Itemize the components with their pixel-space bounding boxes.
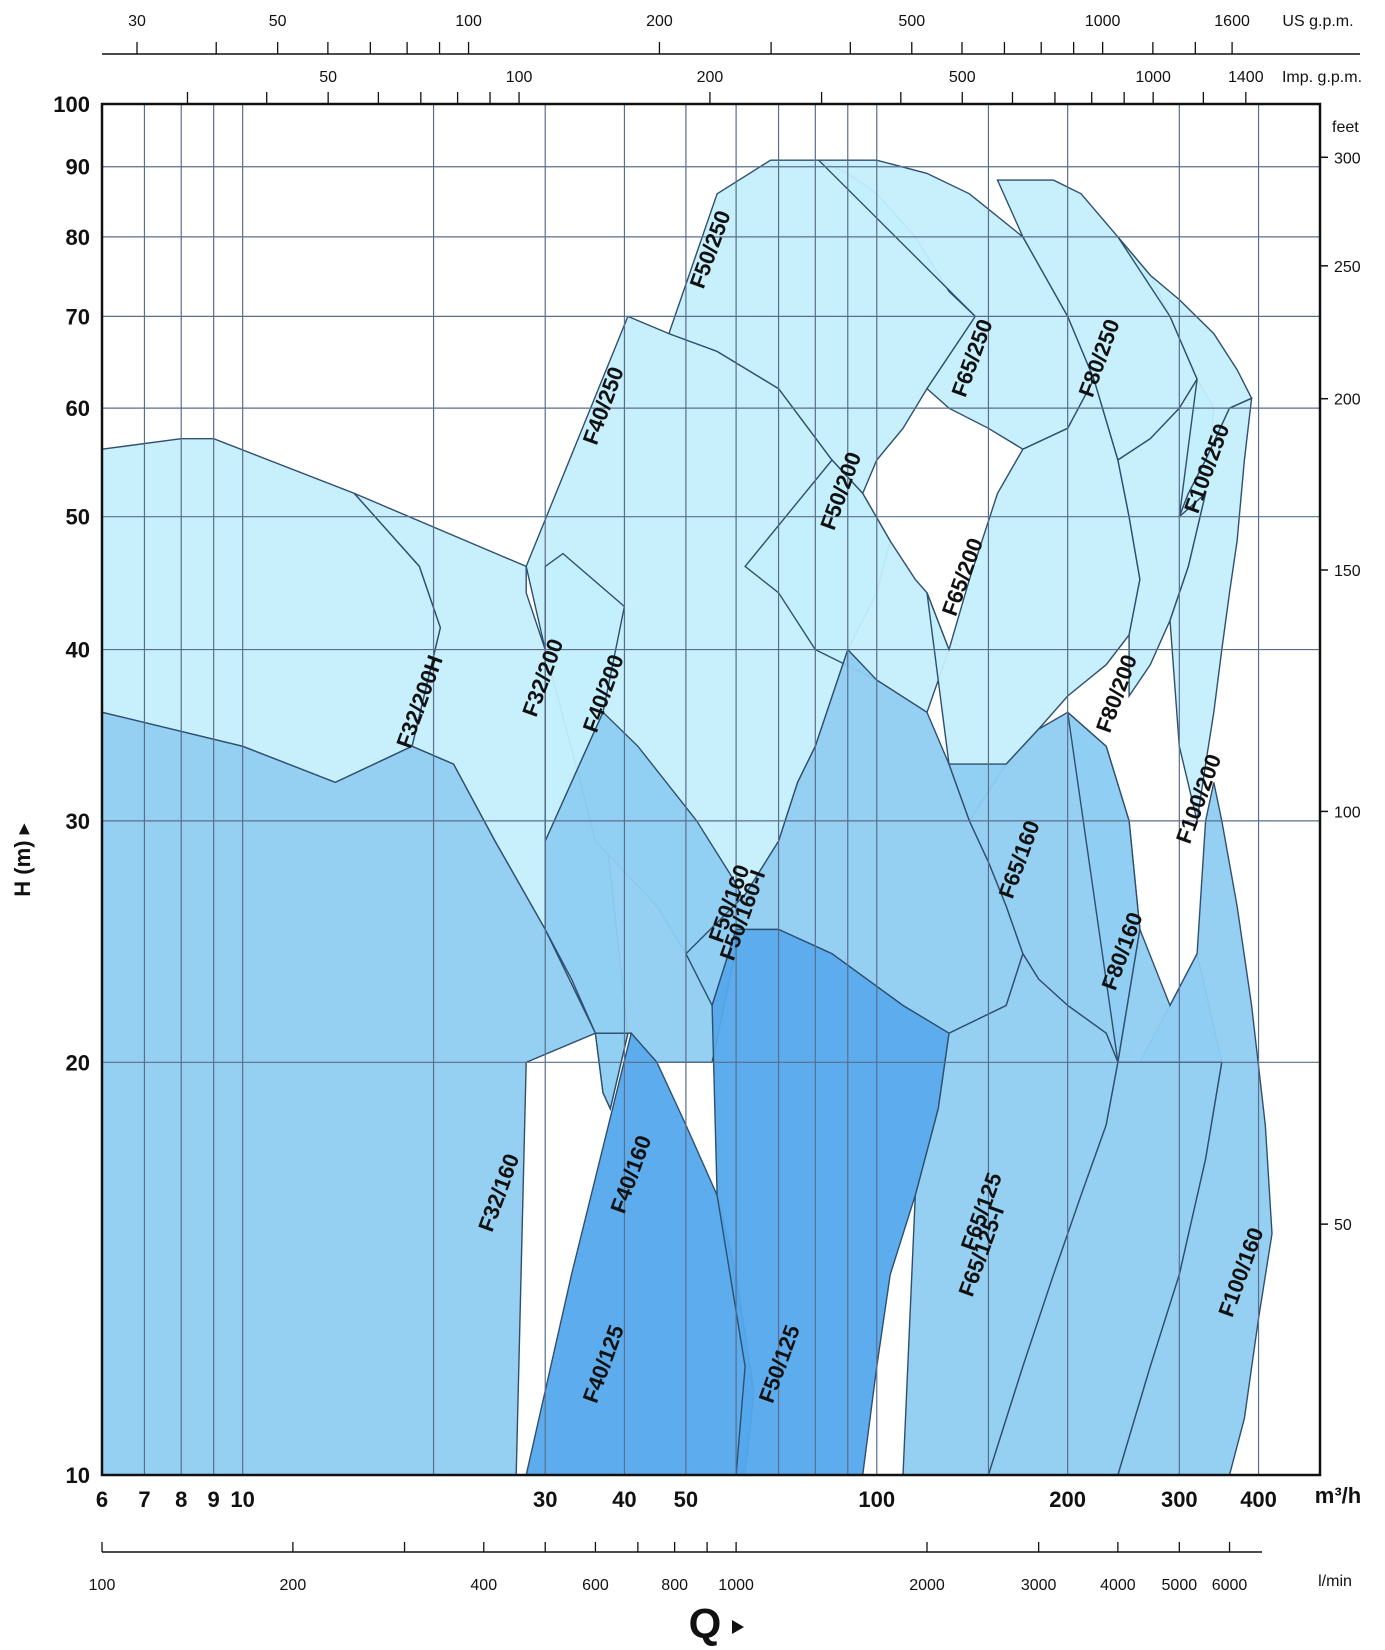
x-tick-label: 200 bbox=[1049, 1487, 1086, 1512]
x-tick-label: 400 bbox=[1240, 1487, 1277, 1512]
x-tick-label: 50 bbox=[674, 1487, 698, 1512]
feet-tick-label: 50 bbox=[1334, 1217, 1352, 1234]
lmin-tick-label: 800 bbox=[661, 1577, 688, 1594]
us-gpm-tick-label: 200 bbox=[646, 13, 673, 30]
imp-gpm-tick-label: 50 bbox=[319, 69, 337, 86]
us-gpm-tick-label: 100 bbox=[455, 13, 482, 30]
lmin-tick-label: 600 bbox=[582, 1577, 609, 1594]
us-gpm-tick-label: 1000 bbox=[1085, 13, 1121, 30]
x-tick-label: 9 bbox=[208, 1487, 220, 1512]
plot-frame bbox=[100, 102, 1322, 1477]
lmin-tick-label: 1000 bbox=[718, 1577, 754, 1594]
x-tick-label: 8 bbox=[175, 1487, 187, 1512]
us-gpm-tick-label: 30 bbox=[128, 13, 146, 30]
lmin-tick-label: 100 bbox=[89, 1577, 116, 1594]
feet-tick-label: 200 bbox=[1334, 392, 1361, 409]
lmin-tick-label: 6000 bbox=[1212, 1577, 1248, 1594]
y-tick-label: 90 bbox=[66, 155, 90, 180]
x-tick-label: 300 bbox=[1161, 1487, 1198, 1512]
lmin-tick-label: 3000 bbox=[1021, 1577, 1057, 1594]
y-tick-label: 30 bbox=[66, 809, 90, 834]
feet-tick-label: 150 bbox=[1334, 563, 1361, 580]
y-tick-label: 40 bbox=[66, 638, 90, 663]
lmin-tick-label: 5000 bbox=[1162, 1577, 1198, 1594]
us-gpm-tick-label: 50 bbox=[269, 13, 287, 30]
y-tick-label: 60 bbox=[66, 396, 90, 421]
imp-gpm-tick-label: 500 bbox=[949, 69, 976, 86]
x-unit-label: m³/h bbox=[1315, 1483, 1361, 1508]
feet-unit-label: feet bbox=[1332, 119, 1359, 136]
y-tick-label: 100 bbox=[53, 92, 90, 117]
x-tick-label: 7 bbox=[138, 1487, 150, 1512]
y-axis-title: H (m) ▸ bbox=[10, 823, 35, 896]
x-axis-arrow-icon bbox=[732, 1620, 744, 1634]
feet-tick-label: 300 bbox=[1334, 150, 1361, 167]
region-f100-160 bbox=[1116, 782, 1273, 1476]
y-tick-label: 50 bbox=[66, 505, 90, 530]
x-tick-label: 100 bbox=[858, 1487, 895, 1512]
imp-gpm-unit-label: Imp. g.p.m. bbox=[1282, 69, 1362, 86]
us-gpm-unit-label: US g.p.m. bbox=[1282, 13, 1353, 30]
lmin-tick-label: 400 bbox=[470, 1577, 497, 1594]
y-tick-label: 70 bbox=[66, 304, 90, 329]
us-gpm-tick-label: 500 bbox=[898, 13, 925, 30]
lmin-tick-label: 200 bbox=[280, 1577, 307, 1594]
y-tick-label: 80 bbox=[66, 225, 90, 250]
feet-tick-label: 100 bbox=[1334, 804, 1361, 821]
y-tick-label: 10 bbox=[66, 1463, 90, 1488]
x-tick-label: 10 bbox=[230, 1487, 254, 1512]
imp-gpm-tick-label: 1400 bbox=[1228, 69, 1264, 86]
imp-gpm-tick-label: 100 bbox=[506, 69, 533, 86]
x-tick-label: 40 bbox=[612, 1487, 636, 1512]
region-f50-125 bbox=[711, 928, 950, 1476]
x-tick-label: 6 bbox=[96, 1487, 108, 1512]
feet-tick-label: 250 bbox=[1334, 259, 1361, 276]
imp-gpm-tick-label: 1000 bbox=[1135, 69, 1171, 86]
lmin-tick-label: 2000 bbox=[909, 1577, 945, 1594]
lmin-tick-label: 4000 bbox=[1100, 1577, 1136, 1594]
us-gpm-tick-label: 1600 bbox=[1214, 13, 1250, 30]
x-tick-label: 30 bbox=[533, 1487, 557, 1512]
y-tick-label: 20 bbox=[66, 1050, 90, 1075]
lmin-unit-label: l/min bbox=[1318, 1573, 1352, 1590]
x-axis-title: Q bbox=[689, 1600, 722, 1647]
imp-gpm-tick-label: 200 bbox=[697, 69, 724, 86]
